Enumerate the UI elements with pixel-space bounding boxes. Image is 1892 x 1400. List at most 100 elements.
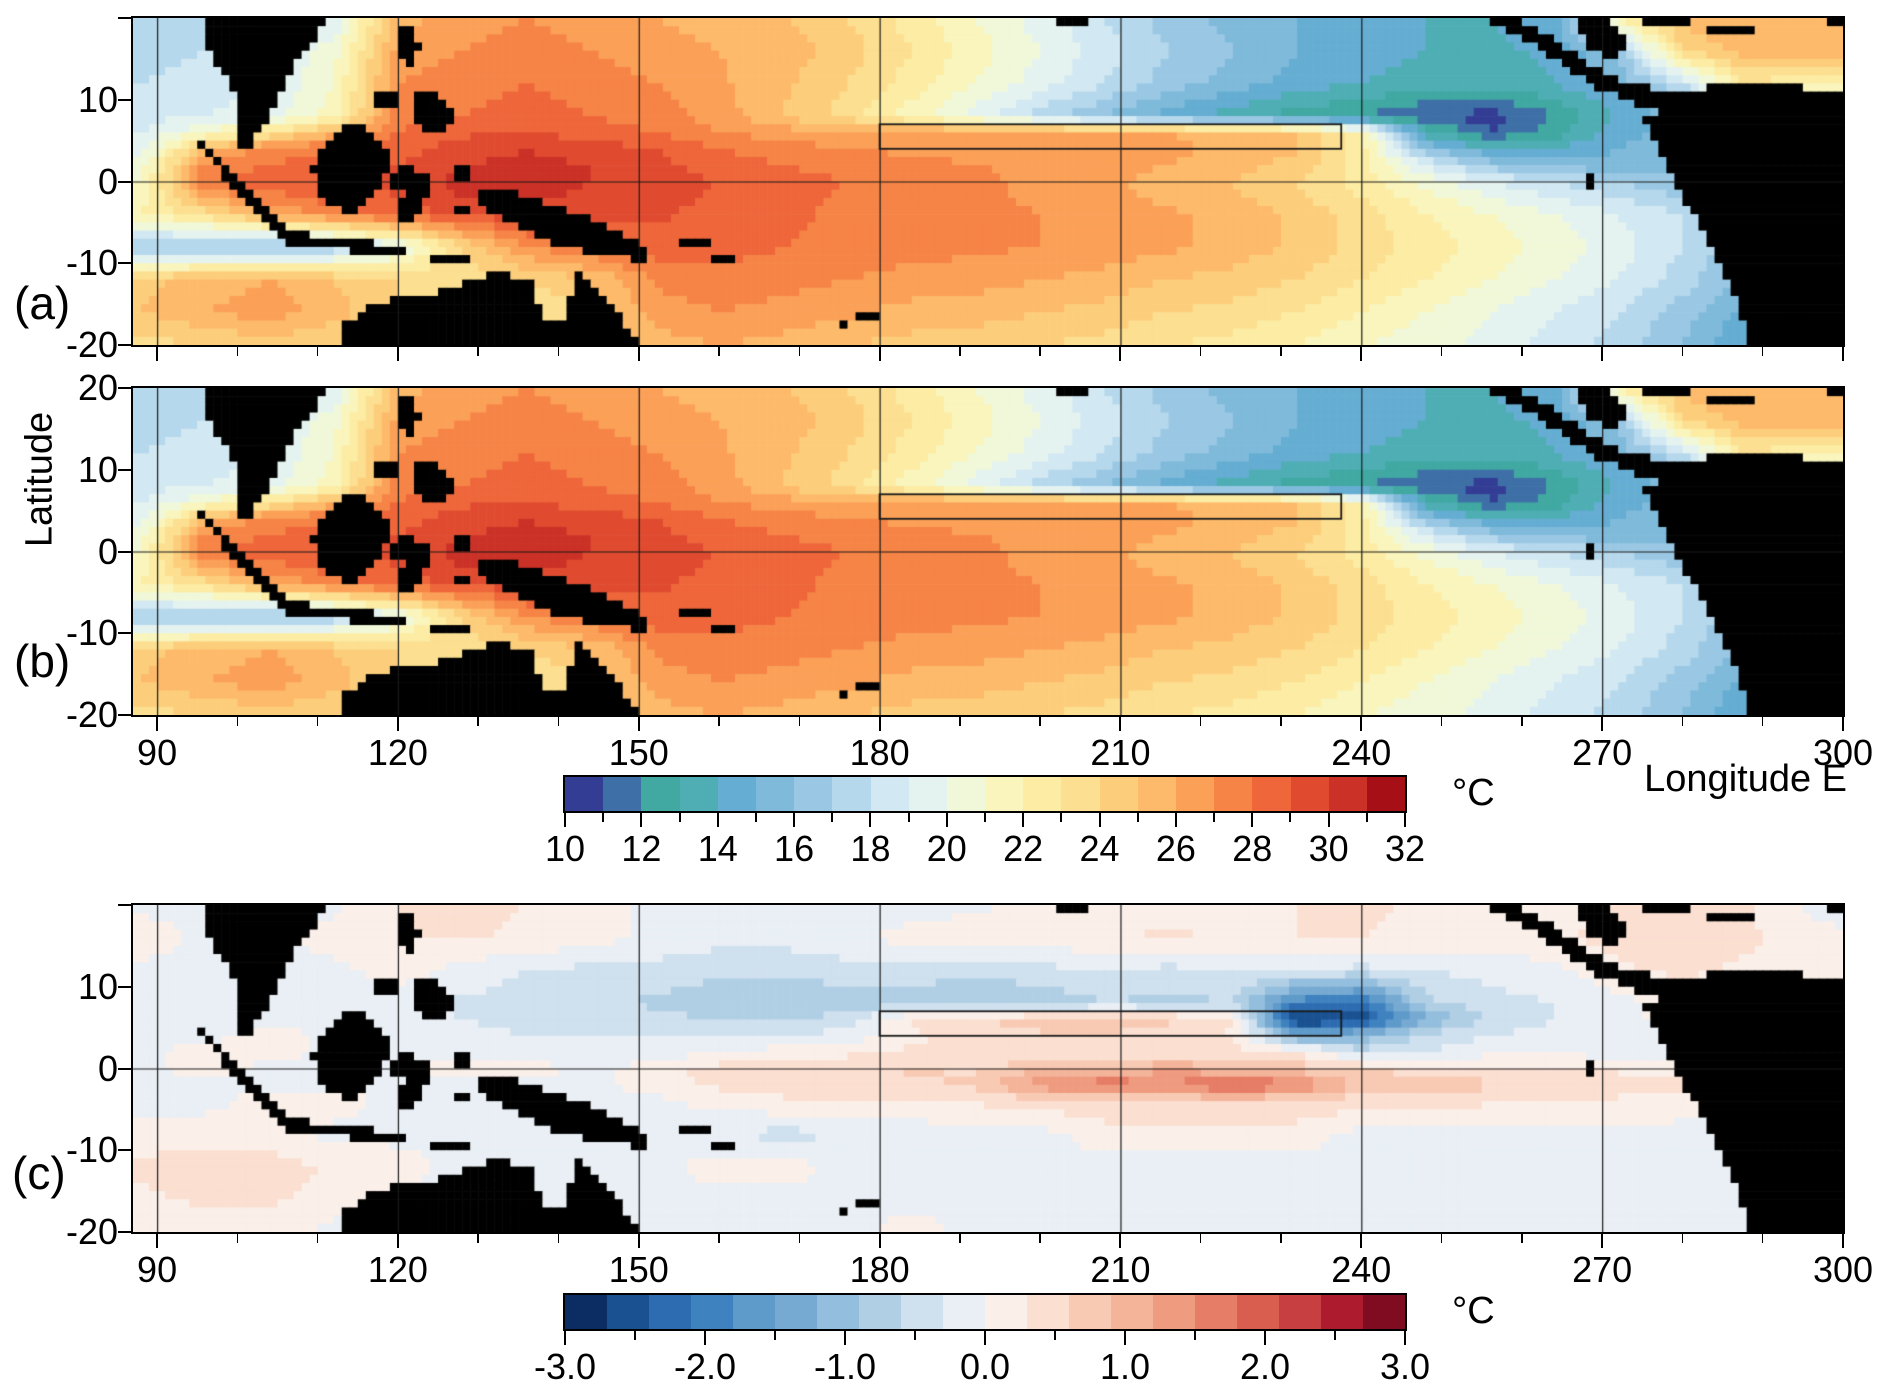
x-tick-label: 90	[137, 732, 178, 773]
colorbar-temp-unit: °C	[1452, 772, 1495, 814]
y-tick-label: -20	[65, 694, 118, 735]
x-major-tick	[1601, 1234, 1604, 1248]
x-minor-tick	[557, 1234, 560, 1243]
x-tick-label: 180	[849, 1249, 910, 1290]
x-minor-tick	[1521, 1234, 1523, 1243]
x-tick-label: 210	[1090, 1249, 1151, 1290]
x-major-tick	[1119, 1234, 1122, 1248]
colorbar-diff-segment	[1153, 1295, 1195, 1329]
colorbar-temp-tick	[869, 813, 872, 827]
y-tick	[118, 98, 131, 101]
colorbar-diff-segment	[985, 1295, 1027, 1329]
colorbar-diff-tick	[914, 1331, 916, 1340]
x-major-tick	[156, 717, 159, 731]
colorbar-temp-segment	[755, 777, 795, 811]
x-minor-tick	[1199, 347, 1202, 356]
x-major-tick	[156, 347, 159, 361]
x-minor-tick	[1761, 1234, 1764, 1243]
y-tick-label: -20	[65, 324, 118, 365]
x-minor-tick	[718, 347, 720, 356]
colorbar-temp-segment	[908, 777, 947, 811]
panel-a-heatmap	[131, 16, 1845, 347]
y-tick	[118, 632, 131, 635]
colorbar-temp-segment	[946, 777, 986, 811]
x-minor-tick	[1039, 347, 1041, 356]
x-major-tick	[156, 1234, 159, 1248]
x-major-tick	[878, 717, 881, 731]
x-major-tick	[1360, 347, 1363, 361]
colorbar-diff-segment	[1111, 1295, 1153, 1329]
colorbar-temp-tick	[1136, 813, 1139, 822]
colorbar-diff-segment	[1069, 1295, 1111, 1329]
x-minor-tick	[1681, 347, 1684, 356]
colorbar-temp-segment	[1061, 777, 1100, 811]
colorbar-temp-segment	[985, 777, 1024, 811]
x-minor-tick	[1521, 347, 1523, 356]
colorbar-diff-segment	[1195, 1295, 1237, 1329]
colorbar-temp-tick	[945, 813, 948, 827]
x-minor-tick	[1761, 717, 1764, 726]
colorbar-diff-segment	[649, 1295, 691, 1329]
colorbar-temp-segment	[870, 777, 909, 811]
colorbar-temp	[563, 775, 1407, 813]
y-tick-label: -10	[65, 242, 118, 284]
x-tick-label: 90	[137, 1249, 178, 1290]
x-axis-title: Longitude E	[1644, 758, 1847, 800]
colorbar-temp-segment	[641, 777, 680, 811]
x-major-tick	[1601, 717, 1604, 731]
colorbar-temp-tick-label: 16	[774, 828, 815, 869]
y-tick	[118, 714, 131, 716]
colorbar-temp-tick	[907, 813, 910, 822]
x-minor-tick	[1440, 347, 1443, 356]
colorbar-diff-segment	[775, 1295, 817, 1329]
colorbar-diff-tick	[1054, 1331, 1056, 1340]
colorbar-diff-tick	[1334, 1331, 1336, 1340]
x-major-tick	[637, 717, 640, 731]
colorbar-temp-segment	[1023, 777, 1062, 811]
y-tick-label: 0	[97, 1047, 118, 1089]
x-minor-tick	[477, 717, 479, 726]
x-major-tick	[1360, 1234, 1363, 1248]
panel-b-heatmap	[131, 386, 1845, 717]
y-tick	[118, 1149, 131, 1152]
y-tick-label: 0	[97, 160, 118, 202]
colorbar-diff-segment	[1363, 1295, 1405, 1329]
colorbar-diff-tick	[1264, 1331, 1266, 1345]
x-major-tick	[1360, 717, 1363, 731]
colorbar-diff-segment	[1321, 1295, 1363, 1329]
colorbar-temp-tick	[602, 813, 605, 822]
x-minor-tick	[477, 347, 479, 356]
colorbar-temp-tick-label: 12	[621, 828, 662, 869]
colorbar-diff-segment	[817, 1295, 859, 1329]
colorbar-temp-segment	[832, 777, 871, 811]
colorbar-diff-tick	[1194, 1331, 1196, 1340]
colorbar-temp-tick	[1404, 813, 1406, 827]
colorbar-temp-segment	[1214, 777, 1253, 811]
x-tick-label: 270	[1572, 732, 1633, 773]
x-tick-label: 240	[1331, 1249, 1392, 1290]
x-tick-label: 270	[1572, 1249, 1633, 1290]
colorbar-temp-tick	[640, 813, 643, 827]
x-minor-tick	[316, 1234, 319, 1243]
x-minor-tick	[236, 347, 239, 356]
colorbar-temp-tick	[678, 813, 681, 822]
x-major-tick	[396, 717, 399, 731]
panel-a-label: (a)	[14, 277, 71, 329]
x-major-tick	[1601, 347, 1604, 361]
x-major-tick	[878, 347, 881, 361]
x-minor-tick	[718, 1234, 720, 1243]
colorbar-temp-segment	[565, 777, 604, 811]
colorbar-temp-tick-label: 30	[1308, 828, 1349, 869]
y-tick-label: -20	[65, 1211, 118, 1252]
x-tick-label: 150	[608, 732, 669, 773]
x-minor-tick	[959, 1234, 961, 1243]
y-tick-label: 10	[77, 965, 118, 1007]
y-tick	[118, 985, 131, 988]
colorbar-temp-tick	[1289, 813, 1292, 822]
x-minor-tick	[236, 1234, 239, 1243]
colorbar-temp-tick	[564, 813, 566, 827]
x-major-tick	[1842, 717, 1844, 731]
colorbar-temp-tick	[1174, 813, 1177, 827]
y-tick	[118, 387, 131, 389]
